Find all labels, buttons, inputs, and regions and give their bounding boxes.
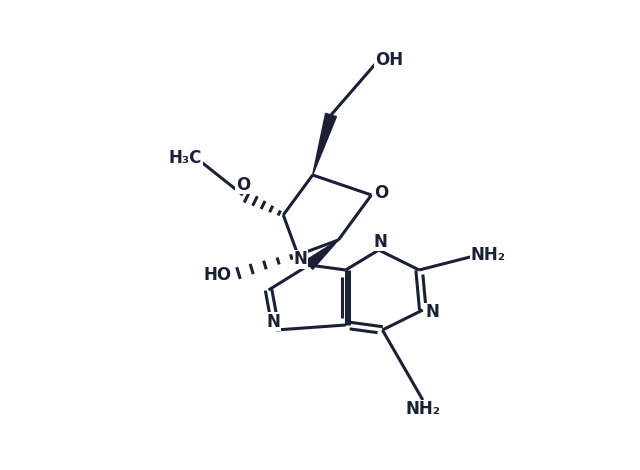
Text: NH₂: NH₂ <box>405 400 440 418</box>
Text: HO: HO <box>204 266 232 284</box>
Text: OH: OH <box>375 51 403 69</box>
Text: N: N <box>294 251 307 268</box>
Text: N: N <box>267 313 280 330</box>
Text: H₃C: H₃C <box>169 149 202 167</box>
Text: N: N <box>374 233 388 251</box>
Polygon shape <box>313 113 337 175</box>
Text: N: N <box>425 303 439 321</box>
Text: O: O <box>374 184 389 202</box>
Text: NH₂: NH₂ <box>471 246 506 264</box>
Text: O: O <box>236 176 250 194</box>
Polygon shape <box>305 240 339 269</box>
